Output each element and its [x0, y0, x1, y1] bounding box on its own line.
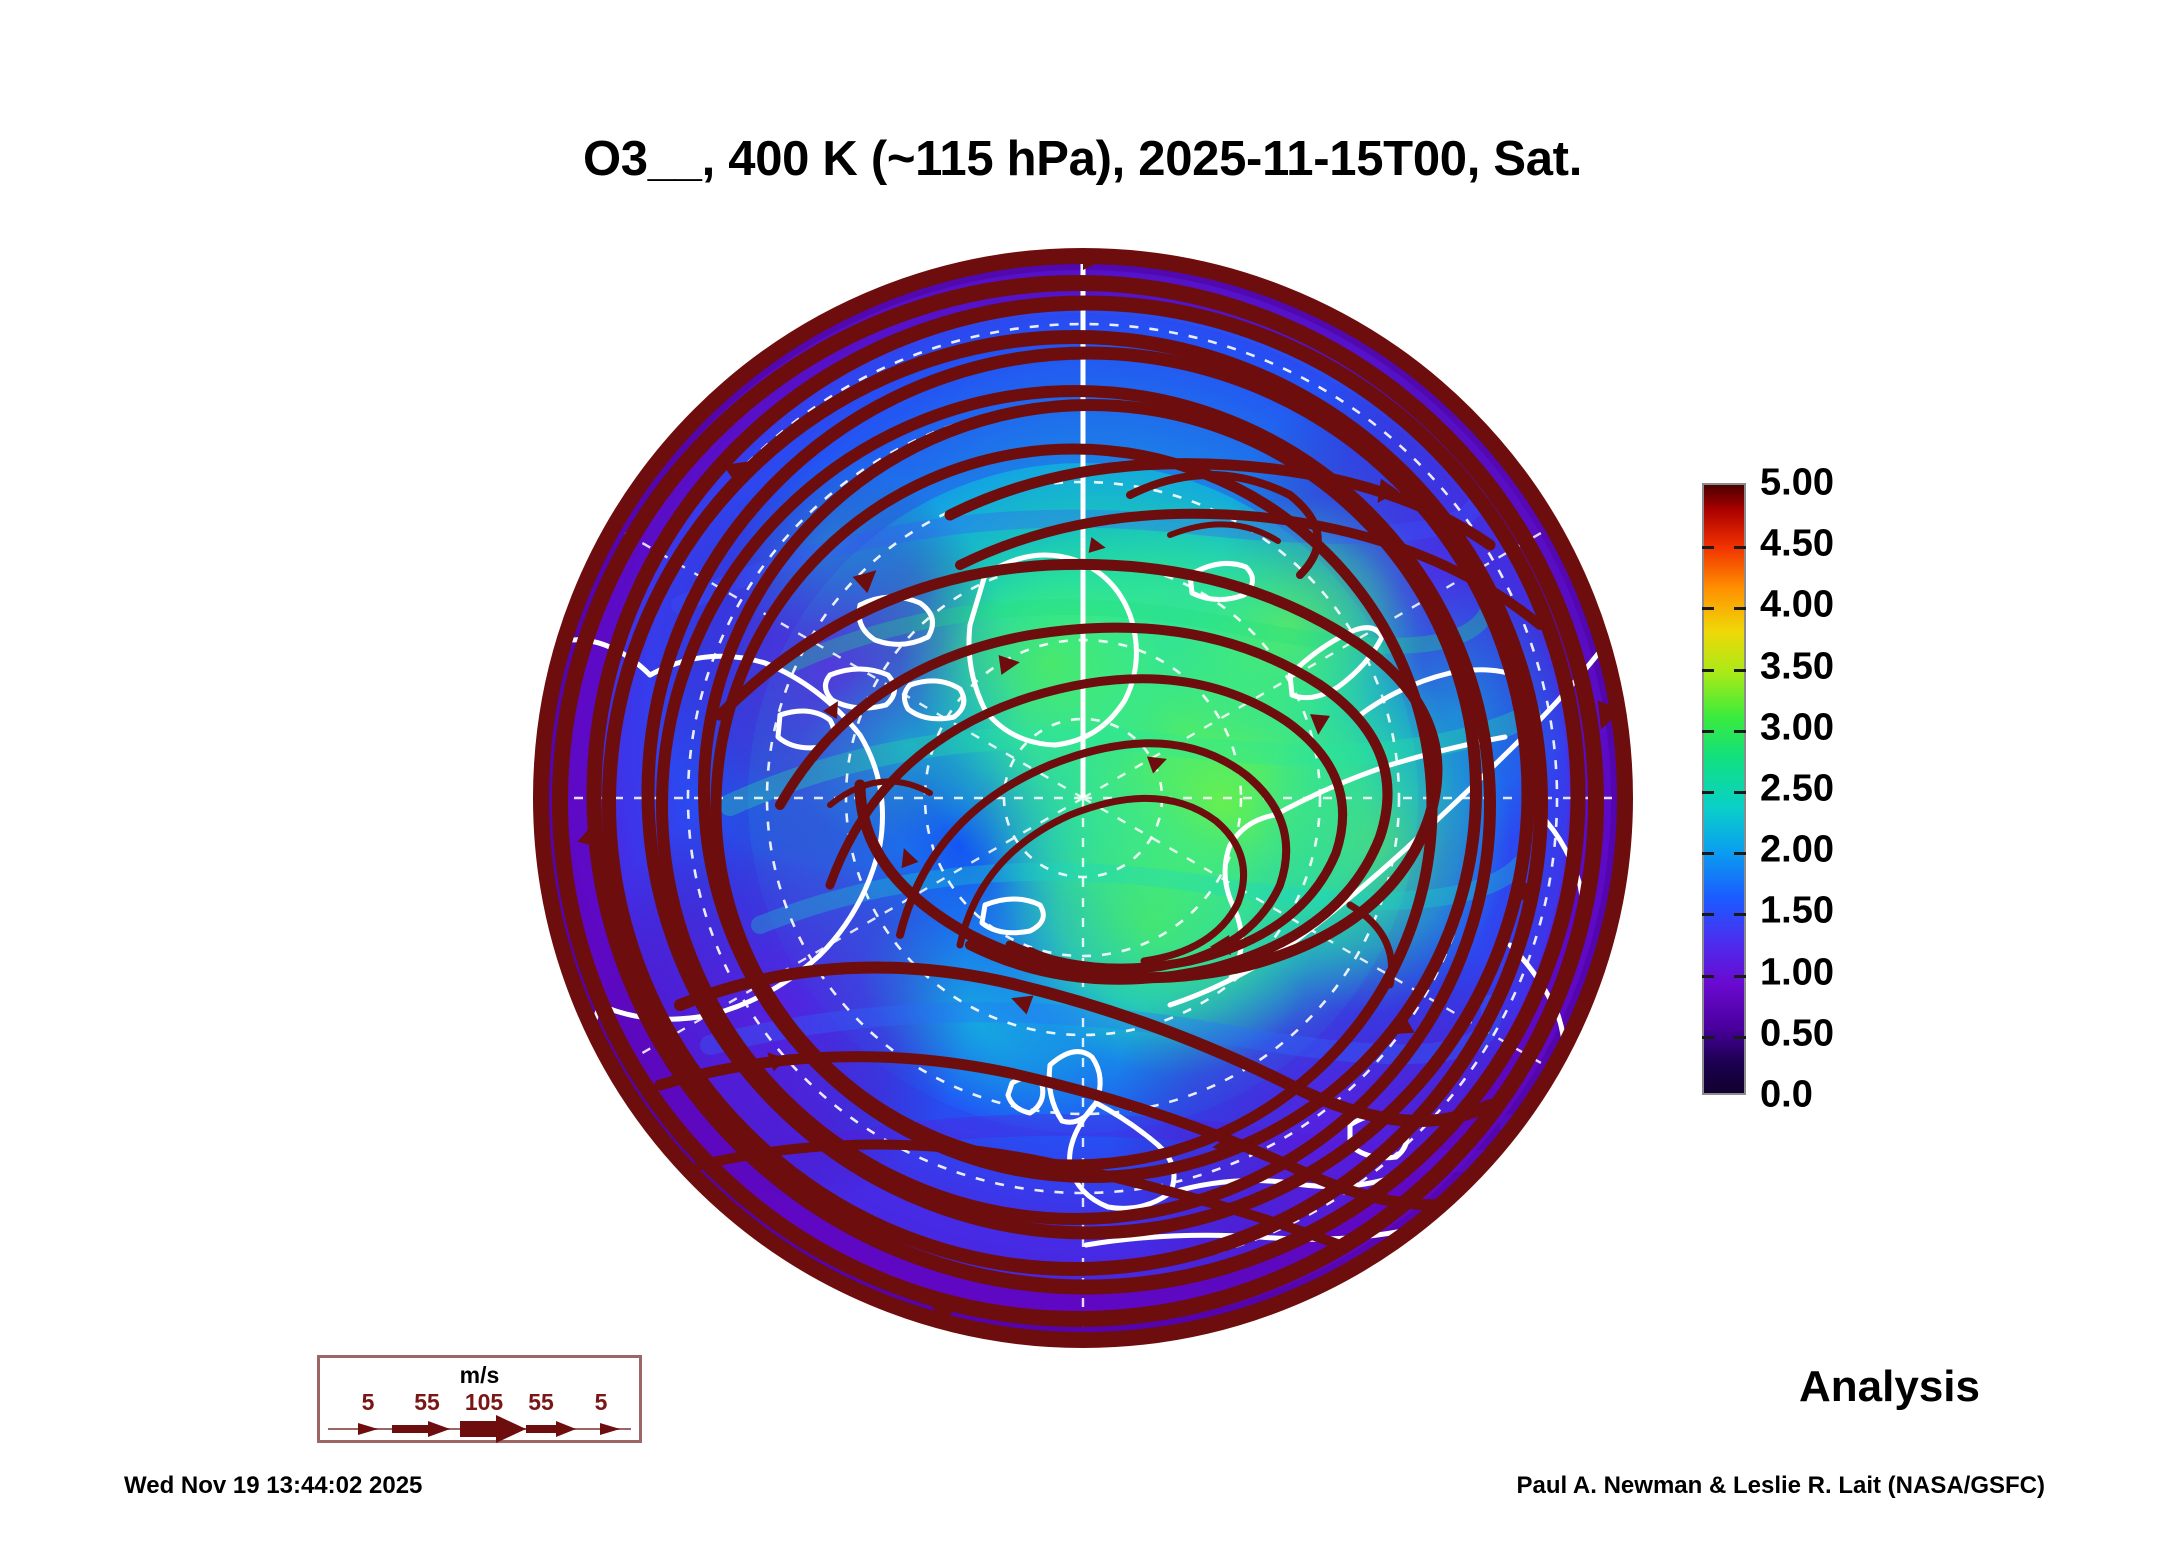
colorbar-tick: [1734, 668, 1746, 672]
wind-arrow-scale: [328, 1415, 631, 1443]
wind-speed-label: 105: [464, 1389, 504, 1415]
streamline-arrowheads: [577, 247, 1623, 1326]
colorbar-tick-label: 4.50: [1760, 522, 1834, 565]
globe-outline: [531, 246, 1635, 1350]
colorbar-tick: [1702, 791, 1714, 794]
colorbar-tick: [1734, 974, 1746, 978]
wind-unit-label: m/s: [459, 1362, 500, 1388]
colorbar-tick-label: 2.50: [1760, 767, 1834, 810]
colorbar-tick: [1702, 1035, 1714, 1039]
colorbar-tick-label: 0.0: [1760, 1073, 1813, 1116]
colorbar-tick: [1702, 852, 1714, 856]
colorbar-tick-label: 4.00: [1760, 583, 1834, 626]
colorbar-tick: [1702, 607, 1714, 611]
colorbar: [1702, 483, 1746, 1095]
colorbar-tick: [1734, 791, 1746, 794]
wind-speed-label: 55: [414, 1389, 440, 1415]
colorbar-tick-label: 5.00: [1760, 461, 1834, 504]
colorbar-tick: [1702, 729, 1714, 733]
colorbar-labels: 5.00 4.50 4.00 3.50 3.00 2.50 2.00 1.50 1.00 0.50…: [1760, 462, 1950, 1116]
colorbar-tick-label: 1.00: [1760, 951, 1834, 994]
colorbar-tick: [1702, 913, 1714, 917]
page-title: O3__, 400 K (~115 hPa), 2025-11-15T00, S…: [582, 132, 1583, 186]
wind-streamlines: [532, 247, 1634, 1349]
polar-map: [530, 245, 1636, 1351]
wind-speed-legend: m/s 5 55 105 55 5: [317, 1355, 642, 1443]
map-field: [532, 247, 1634, 1349]
colorbar-tick-label: 1.50: [1760, 889, 1834, 932]
analysis-label: Analysis: [1799, 1362, 1980, 1411]
colorbar-tick: [1702, 974, 1714, 978]
polar-stereographic-plot: [531, 246, 1635, 1350]
colorbar-tick-label: 3.50: [1760, 645, 1834, 688]
credit-line: Paul A. Newman & Leslie R. Lait (NASA/GS…: [1516, 1472, 2045, 1499]
timestamp: Wed Nov 19 13:44:02 2025: [124, 1472, 423, 1499]
wind-speed-label: 55: [528, 1389, 554, 1415]
wind-speed-label: 5: [594, 1389, 608, 1415]
colorbar-tick-label: 3.00: [1760, 706, 1834, 749]
colorbar-tick: [1702, 668, 1714, 672]
colorbar-tick: [1734, 607, 1746, 611]
colorbar-tick: [1734, 546, 1746, 550]
wind-speed-label: 5: [361, 1389, 375, 1415]
colorbar-tick: [1734, 729, 1746, 733]
colorbar-tick: [1734, 852, 1746, 856]
colorbar-tick: [1734, 1035, 1746, 1039]
colorbar-tick: [1702, 546, 1714, 550]
colorbar-tick-label: 2.00: [1760, 828, 1834, 871]
colorbar-gradient: [1704, 485, 1744, 1093]
colorbar-tick: [1734, 913, 1746, 917]
colorbar-tick-label: 0.50: [1760, 1012, 1834, 1055]
